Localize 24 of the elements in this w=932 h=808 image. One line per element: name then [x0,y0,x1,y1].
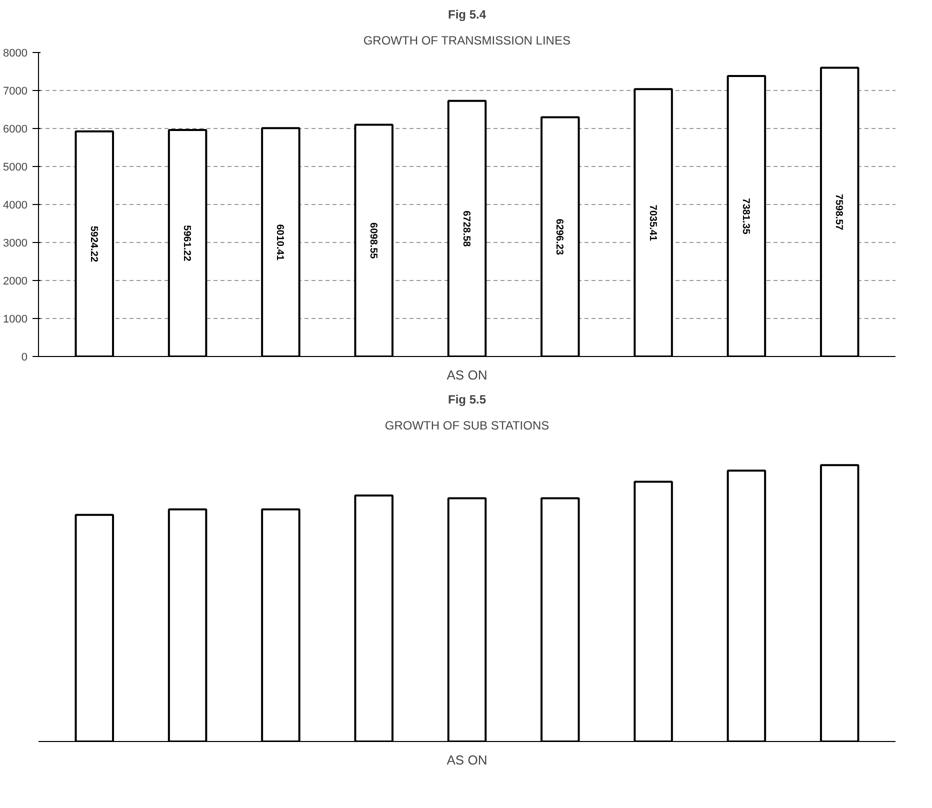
data-label: 6296.23 [554,218,565,256]
chart-subtitle: GROWTH OF TRANSMISSION LINES [363,34,570,48]
y-tick-label: 1000 [3,314,28,326]
y-tick-label: 2000 [3,276,28,288]
y-tick-label: 6000 [3,124,28,136]
y-tick-label: 7000 [3,86,28,98]
data-label: 7598.57 [833,194,844,231]
chart-title: Fig 5.5 [448,392,486,406]
data-label: 6098.55 [367,222,378,260]
chart-title: Fig 5.4 [448,8,486,22]
y-tick-label: 4000 [3,200,28,212]
data-label: 7381.35 [740,198,751,235]
data-label: 5961.22 [181,225,192,262]
data-label: 5924.22 [88,226,99,262]
data-label: 6010.41 [274,224,286,261]
x-axis-title: AS ON [446,368,488,382]
y-tick-label: 5000 [3,162,28,174]
chart-subtitle: GROWTH OF SUB STATIONS [384,418,550,432]
data-label: 7035.41 [646,204,658,242]
data-label: 6728.58 [460,210,472,248]
y-tick-label: 8000 [3,48,28,60]
x-axis-title: AS ON [446,752,488,768]
y-tick-label: 0 [21,352,28,364]
y-tick-label: 3000 [3,238,28,250]
